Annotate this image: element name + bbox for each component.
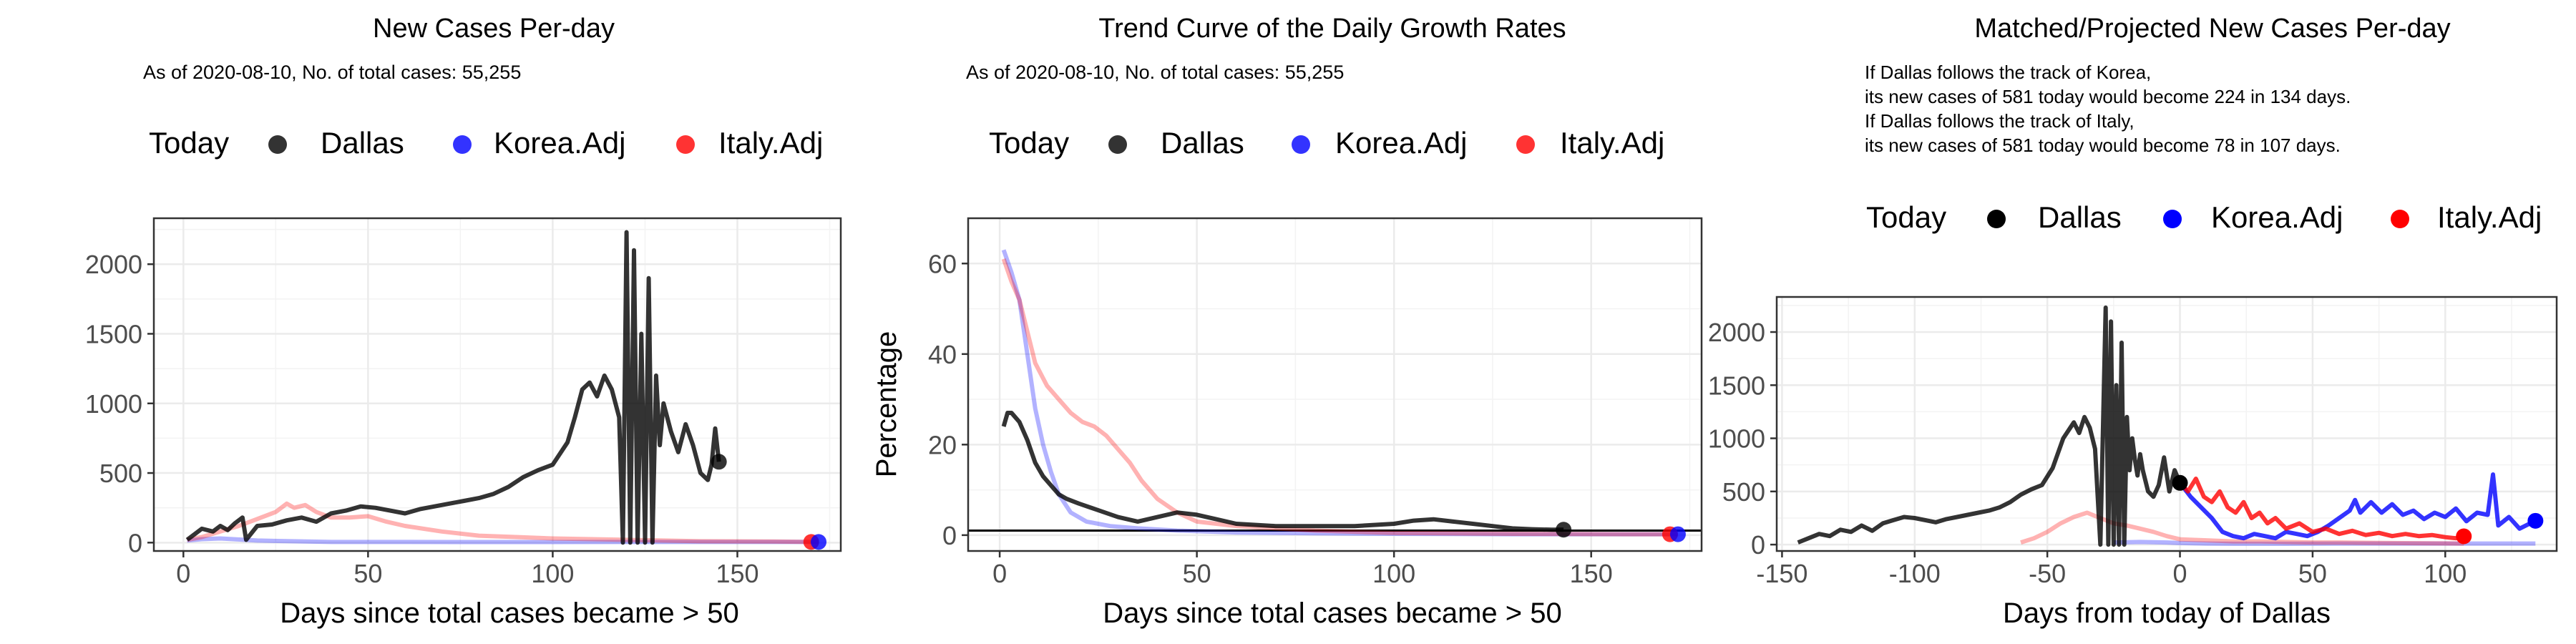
today-point-korea-adj: [2527, 512, 2544, 529]
x-tick-label: 0: [992, 559, 1007, 588]
series-line-korea-adj: [187, 536, 819, 545]
y-axis-label: Percentage: [871, 331, 902, 478]
legend-label-korea: Korea.Adj: [1335, 126, 1467, 160]
legend-key-korea: [453, 135, 472, 154]
y-tick-label: 1000: [1708, 424, 1765, 454]
y-tick-label: 500: [99, 459, 142, 488]
x-tick-label: 100: [1372, 559, 1415, 588]
series-line-dallas: [1797, 305, 2182, 547]
y-tick-label: 1000: [85, 389, 142, 419]
panel-border: [1775, 296, 2558, 552]
annotation-block: If Dallas follows the track of Korea, it…: [1865, 62, 2351, 156]
panel-border: [967, 217, 1703, 552]
legend-key-korea: [2163, 210, 2182, 228]
chart-title: Trend Curve of the Daily Growth Rates: [1098, 14, 1566, 44]
x-tick-label: 150: [1570, 559, 1613, 588]
y-tick-label: 60: [928, 249, 957, 278]
annotation-line: its new cases of 581 today would become …: [1865, 135, 2341, 156]
x-axis-label: Days since total cases became > 50: [1103, 597, 1561, 629]
x-tick-label: 50: [2298, 559, 2327, 588]
y-tick-label: 0: [942, 521, 957, 550]
panel-border: [152, 217, 842, 552]
legend-title: Today: [149, 126, 229, 160]
x-tick-label: 100: [2424, 559, 2467, 588]
today-point-italy-adj: [2456, 528, 2472, 545]
annotation-line: its new cases of 581 today would become …: [1865, 86, 2351, 107]
x-tick-label: 0: [176, 559, 190, 588]
chart-subtitle: As of 2020-08-10, No. of total cases: 55…: [143, 62, 521, 83]
series-line-korea-adj: [1001, 249, 1678, 537]
legend: Today Dallas Korea.Adj Italy.Adj: [989, 126, 1664, 160]
legend-label-italy: Italy.Adj: [2437, 200, 2542, 234]
x-tick-label: 150: [716, 559, 758, 588]
y-tick-label: 500: [1722, 477, 1765, 507]
today-point-dallas: [2172, 474, 2188, 491]
series-line-italy-adj: [186, 501, 811, 545]
legend-label-italy: Italy.Adj: [1560, 126, 1664, 160]
legend-key-dallas: [1987, 210, 2006, 228]
plot-area: 0 50 100 150 0 20 40 60: [928, 217, 1703, 588]
series-line-dallas: [1001, 411, 1564, 532]
legend-key-italy: [676, 135, 695, 154]
series-line-italy-adj: [2178, 477, 2464, 541]
legend-key-dallas: [1108, 135, 1127, 154]
series-line-italy-adj-history: [2020, 510, 2464, 546]
legend-label-korea: Korea.Adj: [494, 126, 625, 160]
x-tick-label: 50: [353, 559, 382, 588]
today-point-korea-adj: [811, 534, 827, 550]
legend: Today Dallas Korea.Adj Italy.Adj: [1866, 200, 2542, 234]
today-point-dallas: [1556, 522, 1572, 538]
y-tick-label: 2000: [85, 250, 142, 279]
legend: Today Dallas Korea.Adj Italy.Adj: [149, 126, 823, 160]
chart-title: New Cases Per-day: [373, 14, 615, 44]
legend-label-italy: Italy.Adj: [718, 126, 823, 160]
legend-label-dallas: Dallas: [2038, 200, 2122, 234]
today-point-dallas: [711, 454, 727, 470]
chart-title: Matched/Projected New Cases Per-day: [1974, 14, 2450, 44]
chart-panel-projected: Matched/Projected New Cases Per-day If D…: [1708, 14, 2558, 629]
x-tick-label: -50: [2029, 559, 2066, 588]
x-tick-label: 50: [1183, 559, 1211, 588]
series-line-korea-adj-history: [2113, 540, 2536, 546]
x-tick-label: 0: [2173, 559, 2187, 588]
annotation-line: If Dallas follows the track of Korea,: [1865, 62, 2151, 83]
legend-title: Today: [1866, 200, 1946, 234]
legend-label-dallas: Dallas: [1161, 126, 1244, 160]
legend-key-dallas: [268, 135, 287, 154]
chart-panel-growth-rates: Trend Curve of the Daily Growth Rates As…: [871, 14, 1703, 629]
chart-subtitle: As of 2020-08-10, No. of total cases: 55…: [966, 62, 1344, 83]
legend-key-italy: [1516, 135, 1535, 154]
legend-title: Today: [989, 126, 1069, 160]
x-tick-label: -150: [1756, 559, 1807, 588]
legend-label-korea: Korea.Adj: [2211, 200, 2343, 234]
y-tick-label: 20: [928, 430, 957, 459]
y-tick-label: 1500: [1708, 371, 1765, 400]
x-axis-label: Days since total cases became > 50: [280, 597, 738, 629]
series-line-italy-adj: [1001, 258, 1670, 537]
annotation-line: If Dallas follows the track of Italy,: [1865, 110, 2135, 132]
series-line-korea-adj: [2178, 472, 2537, 541]
x-tick-label: -100: [1889, 559, 1941, 588]
legend-label-dallas: Dallas: [321, 126, 404, 160]
series-line-dallas: [185, 230, 721, 545]
legend-key-korea: [1292, 135, 1310, 154]
y-tick-label: 1500: [85, 319, 142, 348]
chart-panel-new-cases: New Cases Per-day As of 2020-08-10, No. …: [85, 14, 842, 629]
x-tick-label: 100: [531, 559, 574, 588]
y-tick-label: 0: [1751, 530, 1765, 560]
legend-key-italy: [2391, 210, 2409, 228]
y-tick-label: 40: [928, 340, 957, 369]
y-tick-label: 2000: [1708, 318, 1765, 347]
y-tick-label: 0: [128, 528, 142, 557]
x-axis-label: Days from today of Dallas: [2003, 597, 2331, 629]
today-point-korea-adj: [1669, 526, 1686, 542]
